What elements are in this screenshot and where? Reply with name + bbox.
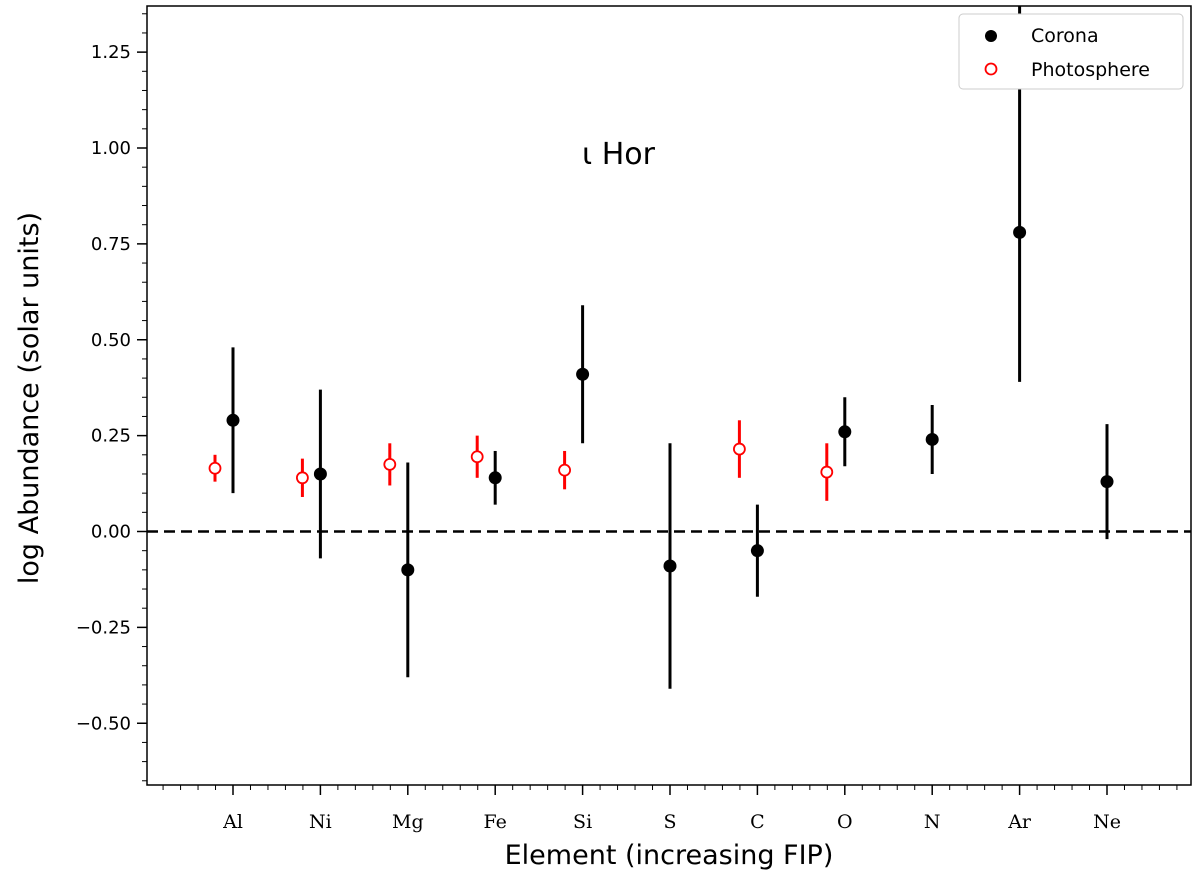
y-tick-label: −0.25 [76,617,131,638]
corona-point [226,413,240,427]
x-tick-label: Mg [392,811,424,833]
legend-label-corona: Corona [1031,25,1099,47]
x-tick-label: Ne [1093,811,1121,833]
plot-frame [146,5,1192,786]
y-tick-label: −0.50 [76,713,131,734]
corona-point [838,425,852,439]
x-tick-label: Fe [484,811,507,833]
x-tick-label: Al [222,811,243,833]
x-tick-label: C [750,811,765,833]
photosphere-point [558,463,571,477]
legend-marker-photosphere [984,62,998,76]
y-tick-label: 0.75 [91,234,131,255]
corona-point [925,432,939,446]
photosphere-point [383,457,397,471]
x-tick-label: N [924,811,941,833]
photosphere-point [208,461,222,475]
chart-annotation: ι Hor [582,137,656,172]
y-tick-label: 1.00 [91,138,131,159]
photosphere-point [820,465,834,479]
axis-ticks: −0.50 −0.25 0.00 0.25 0.50 0.75 1.00 1.25 Al Ni Mg… [76,13,1178,833]
corona-point [313,467,327,481]
corona-point [663,559,677,573]
corona-point [576,367,590,381]
y-tick-label: 0.50 [91,330,131,351]
legend: Corona Photosphere [958,13,1184,90]
photosphere-point [733,442,746,456]
photosphere-point [295,471,309,485]
corona-point [488,471,502,485]
x-tick-label: Si [573,811,592,833]
x-tick-label: S [663,811,676,833]
corona-point [750,544,764,558]
photosphere-point [470,450,484,464]
legend-label-photosphere: Photosphere [1031,59,1150,81]
corona-point [401,563,415,577]
data-marks [208,6,1114,689]
x-tick-label: O [837,811,853,833]
corona-point [1100,475,1114,489]
y-tick-label: 0.00 [91,522,131,543]
legend-marker-corona [985,30,997,42]
y-axis-label: log Abundance (solar units) [14,212,45,584]
x-tick-label: Ni [309,811,332,833]
x-tick-label: Ar [1007,811,1032,833]
legend-box [958,13,1184,90]
y-tick-label: 0.25 [91,426,131,447]
x-axis-label: Element (increasing FIP) [505,840,834,871]
y-tick-label: 1.25 [91,42,131,63]
corona-point [1013,225,1027,239]
